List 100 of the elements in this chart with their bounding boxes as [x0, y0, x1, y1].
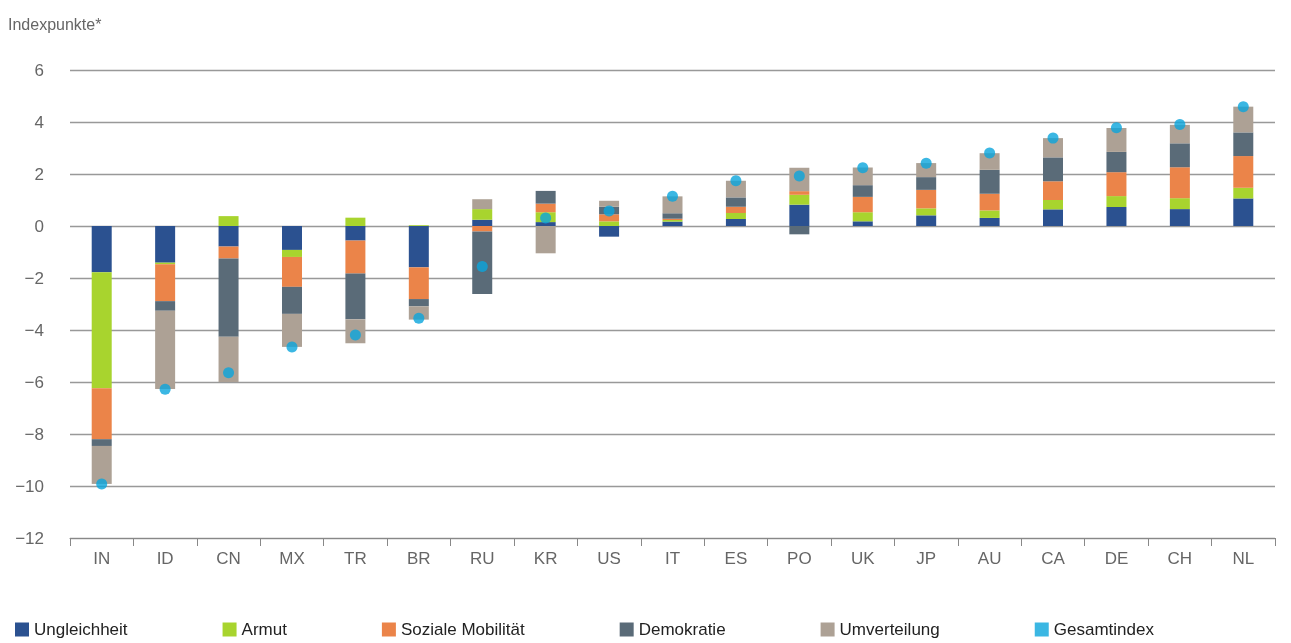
- bar: [155, 310, 176, 390]
- y-tick-label: 4: [34, 112, 44, 132]
- y-tick-label: 2: [34, 164, 44, 184]
- bar: [408, 267, 429, 300]
- bar: [155, 264, 176, 302]
- bar: [91, 272, 112, 389]
- point: [730, 175, 742, 187]
- bar: [852, 212, 873, 222]
- bar: [155, 226, 176, 263]
- bar: [599, 200, 620, 207]
- bar: [218, 216, 239, 226]
- bar: [218, 258, 239, 337]
- y-tick-label: 0: [34, 216, 44, 236]
- bar: [1169, 167, 1190, 199]
- point: [1174, 119, 1186, 131]
- legend-label: Armut: [241, 620, 288, 639]
- bar: [535, 222, 556, 226]
- y-tick-label: −4: [24, 320, 44, 340]
- point: [286, 341, 298, 353]
- point: [540, 212, 552, 224]
- bar: [218, 226, 239, 247]
- point: [159, 383, 171, 395]
- bar: [979, 217, 1000, 226]
- legend-label: Demokratie: [638, 620, 726, 639]
- x-tick-label: ES: [724, 549, 748, 568]
- bar: [789, 226, 810, 235]
- bar: [1106, 196, 1127, 208]
- x-tick-label: CN: [216, 549, 241, 568]
- x-tick-label: IN: [93, 549, 111, 568]
- bar: [789, 204, 810, 226]
- x-tick-label: CH: [1167, 549, 1193, 568]
- bar: [1233, 187, 1254, 199]
- bar: [472, 209, 493, 220]
- bar: [1169, 143, 1190, 168]
- bar: [218, 336, 239, 382]
- bar: [91, 388, 112, 440]
- bar: [852, 221, 873, 226]
- bar: [916, 189, 937, 209]
- x-tick-label: IT: [664, 549, 681, 568]
- x-tick-label: JP: [916, 549, 937, 568]
- bar: [1043, 181, 1064, 200]
- bar: [789, 191, 810, 195]
- bar: [345, 217, 366, 226]
- bar: [916, 177, 937, 190]
- point: [603, 205, 615, 217]
- bar: [535, 190, 556, 204]
- bar: [472, 226, 493, 232]
- bar: [662, 221, 683, 226]
- bar: [1233, 156, 1254, 188]
- legend-label: Soziale Mobilität: [400, 620, 525, 639]
- legend-label: Ungleichheit: [34, 620, 128, 639]
- bar: [535, 203, 556, 213]
- bar: [155, 301, 176, 311]
- point: [984, 147, 996, 159]
- y-tick-label: −8: [24, 424, 44, 444]
- bar: [916, 215, 937, 226]
- x-tick-label: TR: [344, 549, 367, 568]
- bar: [472, 219, 493, 226]
- point: [667, 190, 678, 202]
- bar: [599, 214, 620, 222]
- bar: [408, 299, 429, 307]
- bar: [345, 273, 366, 320]
- y-tick-label: 6: [34, 60, 44, 80]
- bar: [852, 185, 873, 197]
- y-axis-title: Indexpunkte*: [8, 15, 102, 33]
- bar: [789, 194, 810, 205]
- bar: [979, 193, 1000, 211]
- bar: [472, 199, 493, 210]
- y-tick-label: −2: [24, 268, 44, 288]
- bar: [725, 213, 746, 219]
- y-tick-label: −12: [15, 528, 44, 548]
- bar: [1106, 172, 1127, 197]
- bar: [345, 240, 366, 274]
- bar: [345, 226, 366, 241]
- y-tick-label: −6: [24, 372, 44, 392]
- bar: [535, 226, 556, 254]
- x-tick-label: KR: [533, 549, 558, 568]
- point: [1047, 132, 1059, 144]
- bar: [281, 286, 302, 314]
- bar: [599, 221, 620, 226]
- bar: [408, 226, 429, 268]
- bar: [1106, 127, 1127, 152]
- bar: [1233, 132, 1254, 157]
- bar: [1043, 200, 1064, 210]
- point: [223, 367, 235, 379]
- point: [476, 261, 488, 273]
- x-tick-label: NL: [1232, 549, 1255, 568]
- x-tick-label: BR: [407, 549, 431, 568]
- x-tick-label: CA: [1041, 549, 1066, 568]
- bar: [1043, 209, 1064, 226]
- x-tick-label: DE: [1104, 549, 1129, 568]
- x-tick-label: ID: [156, 549, 174, 568]
- point: [96, 478, 108, 490]
- bar: [281, 226, 302, 250]
- bar: [1106, 207, 1127, 226]
- point: [1110, 122, 1122, 134]
- legend-label: Gesamtindex: [1053, 620, 1155, 639]
- bar: [91, 439, 112, 446]
- bar: [218, 246, 239, 259]
- bar: [91, 226, 112, 273]
